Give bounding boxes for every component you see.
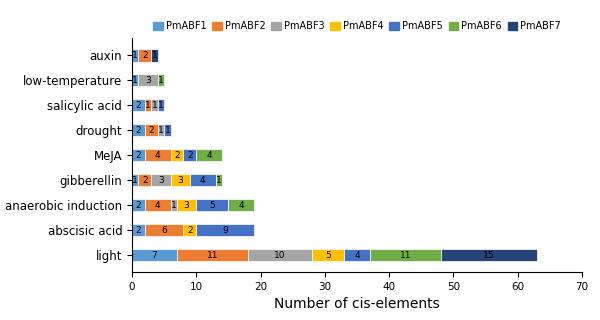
Text: 2: 2 — [187, 151, 193, 160]
Bar — [312, 249, 344, 261]
Bar — [184, 149, 196, 162]
Bar — [151, 49, 158, 61]
Text: 4: 4 — [155, 201, 161, 210]
Text: 7: 7 — [152, 251, 157, 260]
Bar — [132, 49, 139, 61]
Text: 1: 1 — [216, 176, 221, 185]
Legend: PmABF1, PmABF2, PmABF3, PmABF4, PmABF5, PmABF6, PmABF7: PmABF1, PmABF2, PmABF3, PmABF4, PmABF5, … — [153, 21, 561, 31]
Text: 4: 4 — [206, 151, 212, 160]
Bar — [440, 249, 537, 261]
Bar — [145, 99, 151, 111]
X-axis label: Number of cis-elements: Number of cis-elements — [274, 297, 440, 311]
Bar — [170, 199, 177, 212]
Text: 5: 5 — [325, 251, 331, 260]
Text: 1: 1 — [171, 201, 176, 210]
Text: 2: 2 — [136, 201, 141, 210]
Bar — [344, 249, 370, 261]
Text: 2: 2 — [136, 101, 141, 110]
Bar — [132, 99, 145, 111]
Text: 4: 4 — [354, 251, 360, 260]
Text: 4: 4 — [200, 176, 206, 185]
Text: 3: 3 — [158, 176, 164, 185]
Text: 1: 1 — [133, 51, 138, 60]
Bar — [151, 99, 158, 111]
Text: 1: 1 — [145, 101, 151, 110]
Text: 2: 2 — [148, 126, 154, 135]
Bar — [248, 249, 312, 261]
Text: 2: 2 — [136, 226, 141, 235]
Text: 1: 1 — [133, 176, 138, 185]
Text: 1: 1 — [158, 126, 164, 135]
Text: 3: 3 — [184, 201, 190, 210]
Text: 1: 1 — [152, 51, 157, 60]
Text: 1: 1 — [133, 76, 138, 85]
Bar — [177, 199, 196, 212]
Bar — [215, 174, 222, 187]
Bar — [139, 174, 151, 187]
Text: 1: 1 — [158, 101, 164, 110]
Text: 1: 1 — [164, 126, 170, 135]
Text: 15: 15 — [483, 251, 494, 260]
Bar — [229, 199, 254, 212]
Bar — [164, 124, 170, 136]
Bar — [132, 224, 145, 236]
Bar — [196, 149, 222, 162]
Bar — [145, 199, 170, 212]
Text: 3: 3 — [178, 176, 183, 185]
Text: 1: 1 — [158, 76, 164, 85]
Text: 5: 5 — [209, 201, 215, 210]
Bar — [370, 249, 440, 261]
Bar — [158, 74, 164, 86]
Text: 4: 4 — [155, 151, 161, 160]
Text: 2: 2 — [142, 51, 148, 60]
Text: 2: 2 — [136, 151, 141, 160]
Text: 6: 6 — [161, 226, 167, 235]
Bar — [139, 74, 158, 86]
Text: 11: 11 — [206, 251, 218, 260]
Bar — [170, 174, 190, 187]
Text: 2: 2 — [142, 176, 148, 185]
Bar — [132, 74, 139, 86]
Bar — [151, 174, 170, 187]
Text: 10: 10 — [274, 251, 286, 260]
Bar — [139, 49, 151, 61]
Text: 2: 2 — [187, 226, 193, 235]
Bar — [132, 124, 145, 136]
Bar — [177, 249, 248, 261]
Bar — [158, 124, 164, 136]
Text: 4: 4 — [238, 201, 244, 210]
Bar — [184, 224, 196, 236]
Bar — [158, 99, 164, 111]
Bar — [196, 199, 229, 212]
Bar — [132, 199, 145, 212]
Bar — [145, 124, 158, 136]
Bar — [190, 174, 215, 187]
Bar — [132, 249, 177, 261]
Bar — [145, 224, 184, 236]
Bar — [132, 149, 145, 162]
Text: 9: 9 — [223, 226, 228, 235]
Bar — [132, 174, 139, 187]
Text: 2: 2 — [136, 126, 141, 135]
Text: 1: 1 — [152, 101, 157, 110]
Text: 3: 3 — [145, 76, 151, 85]
Bar — [196, 224, 254, 236]
Bar — [170, 149, 184, 162]
Bar — [145, 149, 170, 162]
Text: 2: 2 — [174, 151, 180, 160]
Text: 11: 11 — [400, 251, 411, 260]
